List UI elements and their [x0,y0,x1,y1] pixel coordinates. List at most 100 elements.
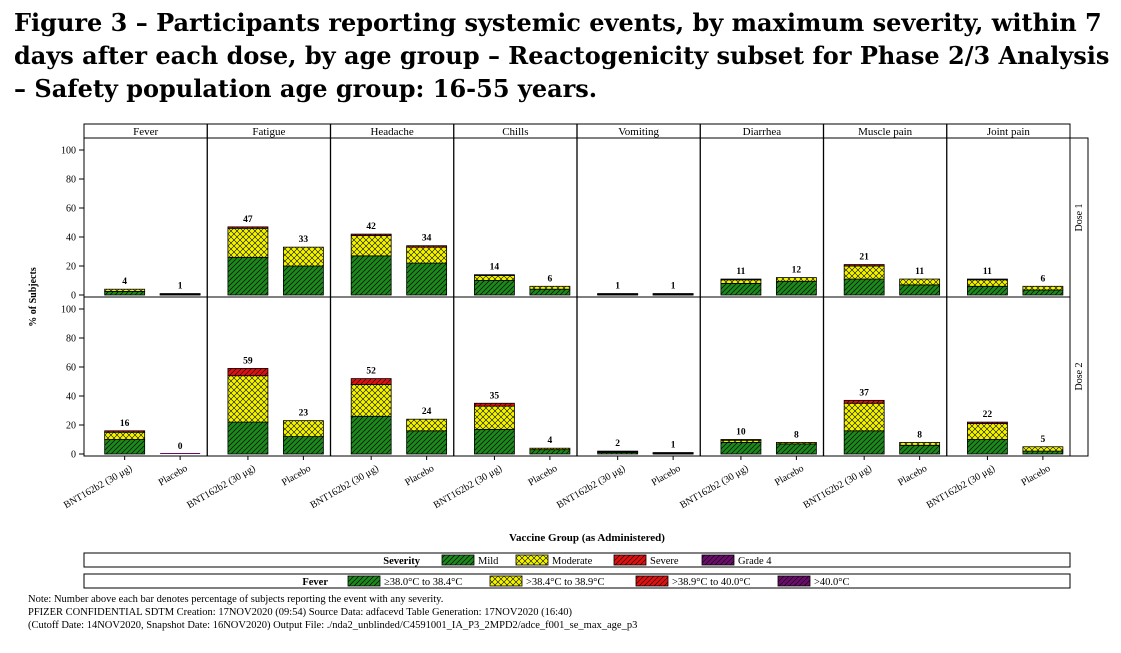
bar-segment-moderate [350,383,392,417]
bar-segment-mild [967,285,1008,296]
bar-segment-severe [652,452,694,454]
data-label: 4 [122,277,127,287]
figure-title: Figure 3 – Participants reporting system… [14,8,1110,103]
y-tick-label: 0 [71,291,76,302]
bar-segment-moderate [406,418,448,432]
panel-label-1: Fatigue [252,126,285,138]
severity-legend-item-3: Grade 4 [738,556,772,567]
data-label: 1 [671,441,676,451]
data-label: 2 [615,439,620,449]
data-label: 24 [422,407,432,417]
bar-segment-moderate [775,277,817,282]
bar-segment-moderate [775,441,817,445]
bar-segment-mild [282,436,324,455]
bar-segment-moderate [474,275,515,281]
data-label: 5 [1041,435,1046,445]
bar-segment-moderate [282,246,324,267]
bar-segment-severe [474,402,515,407]
bar-segment-mild [406,430,448,455]
bar-segment-moderate [350,235,392,257]
bar-segment-moderate [529,447,571,451]
bar-segment-mild [775,443,817,455]
bar-segment-mild [406,262,448,296]
bar-segment-mild [720,441,762,455]
bar-segment-mild [104,439,146,455]
bar-segment-mild [227,421,269,455]
bar-segment-moderate [529,285,571,290]
x-tick-label: Placebo [896,463,929,488]
x-axis-label: Vaccine Group (as Administered) [509,532,665,544]
x-tick-label: Placebo [526,463,559,488]
y-tick-label: 40 [66,233,76,244]
bar-segment-mild [899,284,941,296]
bar-segment-mild [529,288,571,296]
panel-label-7: Joint pain [987,126,1031,138]
bar-segment-moderate [159,293,201,295]
panel-label-2: Headache [370,126,413,138]
fever-legend-box [83,573,1071,589]
bar-segment-moderate [843,402,885,432]
bar-segment-severe [350,378,392,385]
data-label: 4 [548,436,553,446]
data-label: 12 [792,266,802,276]
x-tick-label: Placebo [773,463,806,488]
bar-segment-mild [282,265,324,296]
fever-legend-swatch-grade4 [777,575,811,587]
dose-label-1: Dose 1 [1074,203,1085,231]
data-label: 34 [422,234,432,244]
bar-segment-mild [1022,450,1064,455]
bar-segment-severe [227,368,269,377]
severity-legend-item-0: Mild [478,556,499,567]
x-tick-label: BNT162b2 (30 μg) [432,463,504,511]
fever-legend-item-3: >40.0°C [814,577,850,588]
bar-segment-moderate [967,423,1008,440]
fever-legend-title: Fever [302,577,328,588]
bar-segment-mild [350,415,392,455]
panel-label-5: Diarrhea [743,126,782,138]
severity-legend-swatch-grade4 [701,554,735,566]
bar-segment-severe [720,439,762,441]
severity-legend-box [83,552,1071,568]
data-label: 14 [490,263,500,273]
fever-legend-item-1: >38.4°C to 38.9°C [526,577,605,588]
y-tick-label: 80 [66,175,76,186]
bar-segment-moderate [1022,446,1064,452]
fever-legend-swatch-severe [635,575,669,587]
bar-segment-mild [843,430,885,455]
data-label: 23 [299,409,309,419]
bar-segment-moderate [843,265,885,280]
bar-segment-severe [843,264,885,267]
fever-legend-item-2: >38.9°C to 40.0°C [672,577,751,588]
dose-label-2: Dose 2 [1074,362,1085,390]
bar-segment-severe [474,274,515,276]
x-tick-label: BNT162b2 (30 μg) [801,463,873,511]
fever-legend-item-0: ≥38.0°C to 38.4°C [384,577,462,588]
bar-segment-mild [529,449,571,455]
x-tick-label: Placebo [1019,463,1052,488]
severity-legend-title: Severity [383,556,420,567]
data-label: 16 [120,419,130,429]
x-tick-label: BNT162b2 (30 μg) [62,463,134,511]
x-tick-label: BNT162b2 (30 μg) [308,463,380,511]
data-label: 22 [983,410,993,420]
bar-segment-moderate [474,405,515,430]
bar-segment-mild [350,255,392,296]
bar-segment-moderate [406,246,448,264]
fever-legend-swatch-mild [347,575,381,587]
bar-segment-mild [967,439,1008,455]
severity-legend-item-1: Moderate [552,556,593,567]
y-tick-label: 20 [66,262,76,273]
data-label: 6 [1041,274,1046,284]
bar-segment-mild [1022,289,1064,296]
panel-label-6: Muscle pain [858,126,913,138]
data-label: 35 [490,391,500,401]
bar-segment-severe [104,430,146,433]
data-label: 8 [794,430,799,440]
footnote-confidential: PFIZER CONFIDENTIAL SDTM Creation: 17NOV… [28,607,572,618]
data-label: 8 [917,430,922,440]
bar-segment-mild [775,280,817,296]
bar-segment-moderate [282,420,324,437]
bar-segment-moderate [227,375,269,423]
bar-segment-severe [227,226,269,229]
